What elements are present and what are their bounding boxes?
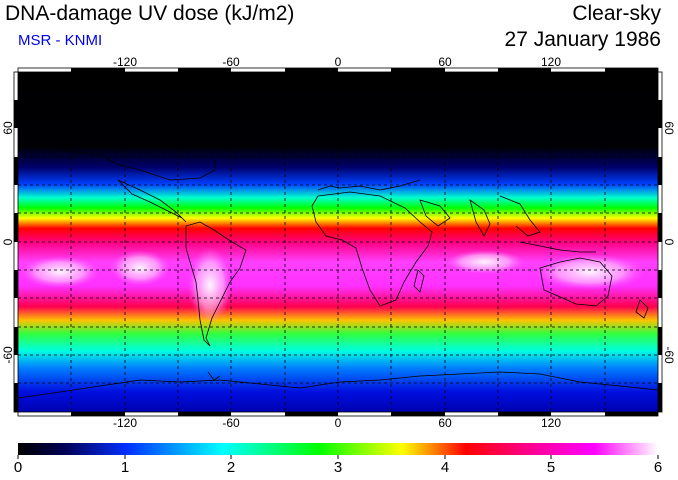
map-frame [13, 67, 663, 417]
lon-tick-top: -60 [222, 55, 240, 69]
india-coast [469, 199, 491, 237]
colorbar-label: 6 [653, 459, 663, 476]
graticule [18, 72, 658, 412]
colorbar-label: 5 [546, 459, 556, 476]
indonesia-coast [519, 241, 596, 253]
date-label: 27 January 1986 [504, 28, 661, 51]
colorbar-label: 4 [440, 459, 450, 476]
colorbar-label: 2 [226, 459, 236, 476]
madagascar-coast [413, 269, 425, 293]
australia-coast [539, 257, 613, 307]
colorbar-gradient [18, 443, 658, 455]
lon-tick-top: -120 [112, 55, 138, 69]
lon-tick-top: 0 [334, 55, 342, 69]
central-america-coast [117, 179, 187, 223]
lon-tick-bottom: 60 [438, 416, 452, 430]
colorbar-label: 1 [120, 459, 130, 476]
lat-tick-right: -60 [662, 346, 676, 364]
lat-tick-right: 0 [662, 238, 676, 246]
south-america-high-dose [188, 247, 232, 323]
southeast-asia-coast [499, 195, 541, 237]
colorbar-label: 0 [13, 459, 23, 476]
indian-ocean-high-dose [445, 250, 525, 274]
africa-coast [311, 191, 433, 307]
lat-tick-left: -60 [1, 346, 15, 364]
australia-high-dose [535, 254, 645, 290]
source-label: MSR - KNMI [18, 32, 103, 49]
lon-tick-bottom: 120 [540, 416, 562, 430]
map-title: DNA-damage UV dose (kJ/m2) [5, 2, 295, 25]
pacific-high-dose [110, 250, 170, 286]
arabia-coast [419, 199, 451, 227]
new-zealand-coast [635, 299, 649, 319]
europe-coast [317, 179, 421, 191]
lon-tick-top: 60 [438, 55, 452, 69]
lat-tick-left: 0 [1, 238, 15, 246]
lon-tick-bottom: -120 [112, 416, 138, 430]
lon-tick-top: 120 [540, 55, 562, 69]
lat-tick-right: 60 [662, 121, 676, 135]
south-america-coast [185, 221, 247, 347]
sky-condition-label: Clear-sky [572, 2, 661, 25]
lat-tick-left: 60 [1, 121, 15, 135]
west-pacific-high-dose [20, 256, 100, 288]
antarctica-coast [18, 371, 658, 399]
colorbar-ticks [17, 455, 659, 459]
antarctic-peninsula-coast [207, 371, 221, 381]
lon-tick-bottom: 0 [334, 416, 342, 430]
colorbar-label: 3 [333, 459, 343, 476]
lon-tick-bottom: -60 [222, 416, 240, 430]
